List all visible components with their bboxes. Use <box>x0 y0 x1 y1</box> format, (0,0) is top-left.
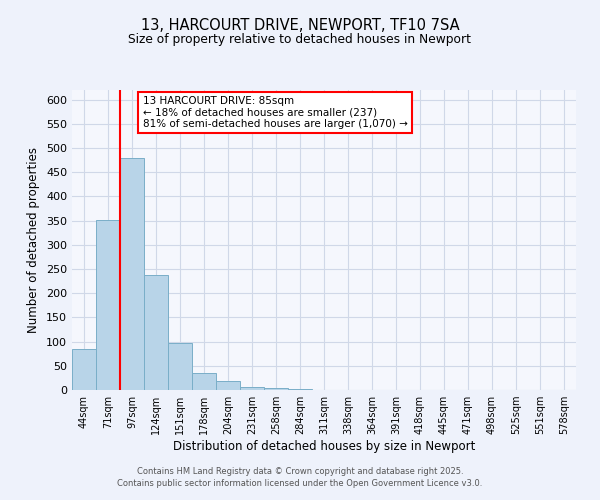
Bar <box>288 389 312 390</box>
Text: 13 HARCOURT DRIVE: 85sqm
← 18% of detached houses are smaller (237)
81% of semi-: 13 HARCOURT DRIVE: 85sqm ← 18% of detach… <box>143 96 407 129</box>
Bar <box>240 386 264 390</box>
Text: Size of property relative to detached houses in Newport: Size of property relative to detached ho… <box>128 34 472 46</box>
Y-axis label: Number of detached properties: Number of detached properties <box>28 147 40 333</box>
Bar <box>120 158 144 390</box>
Bar <box>192 373 216 390</box>
Bar <box>216 382 240 390</box>
Bar <box>168 343 192 390</box>
Text: Contains public sector information licensed under the Open Government Licence v3: Contains public sector information licen… <box>118 478 482 488</box>
Text: Contains HM Land Registry data © Crown copyright and database right 2025.: Contains HM Land Registry data © Crown c… <box>137 467 463 476</box>
Bar <box>72 349 96 390</box>
X-axis label: Distribution of detached houses by size in Newport: Distribution of detached houses by size … <box>173 440 475 453</box>
Bar <box>264 388 288 390</box>
Text: 13, HARCOURT DRIVE, NEWPORT, TF10 7SA: 13, HARCOURT DRIVE, NEWPORT, TF10 7SA <box>140 18 460 32</box>
Bar <box>96 220 120 390</box>
Bar <box>144 275 168 390</box>
